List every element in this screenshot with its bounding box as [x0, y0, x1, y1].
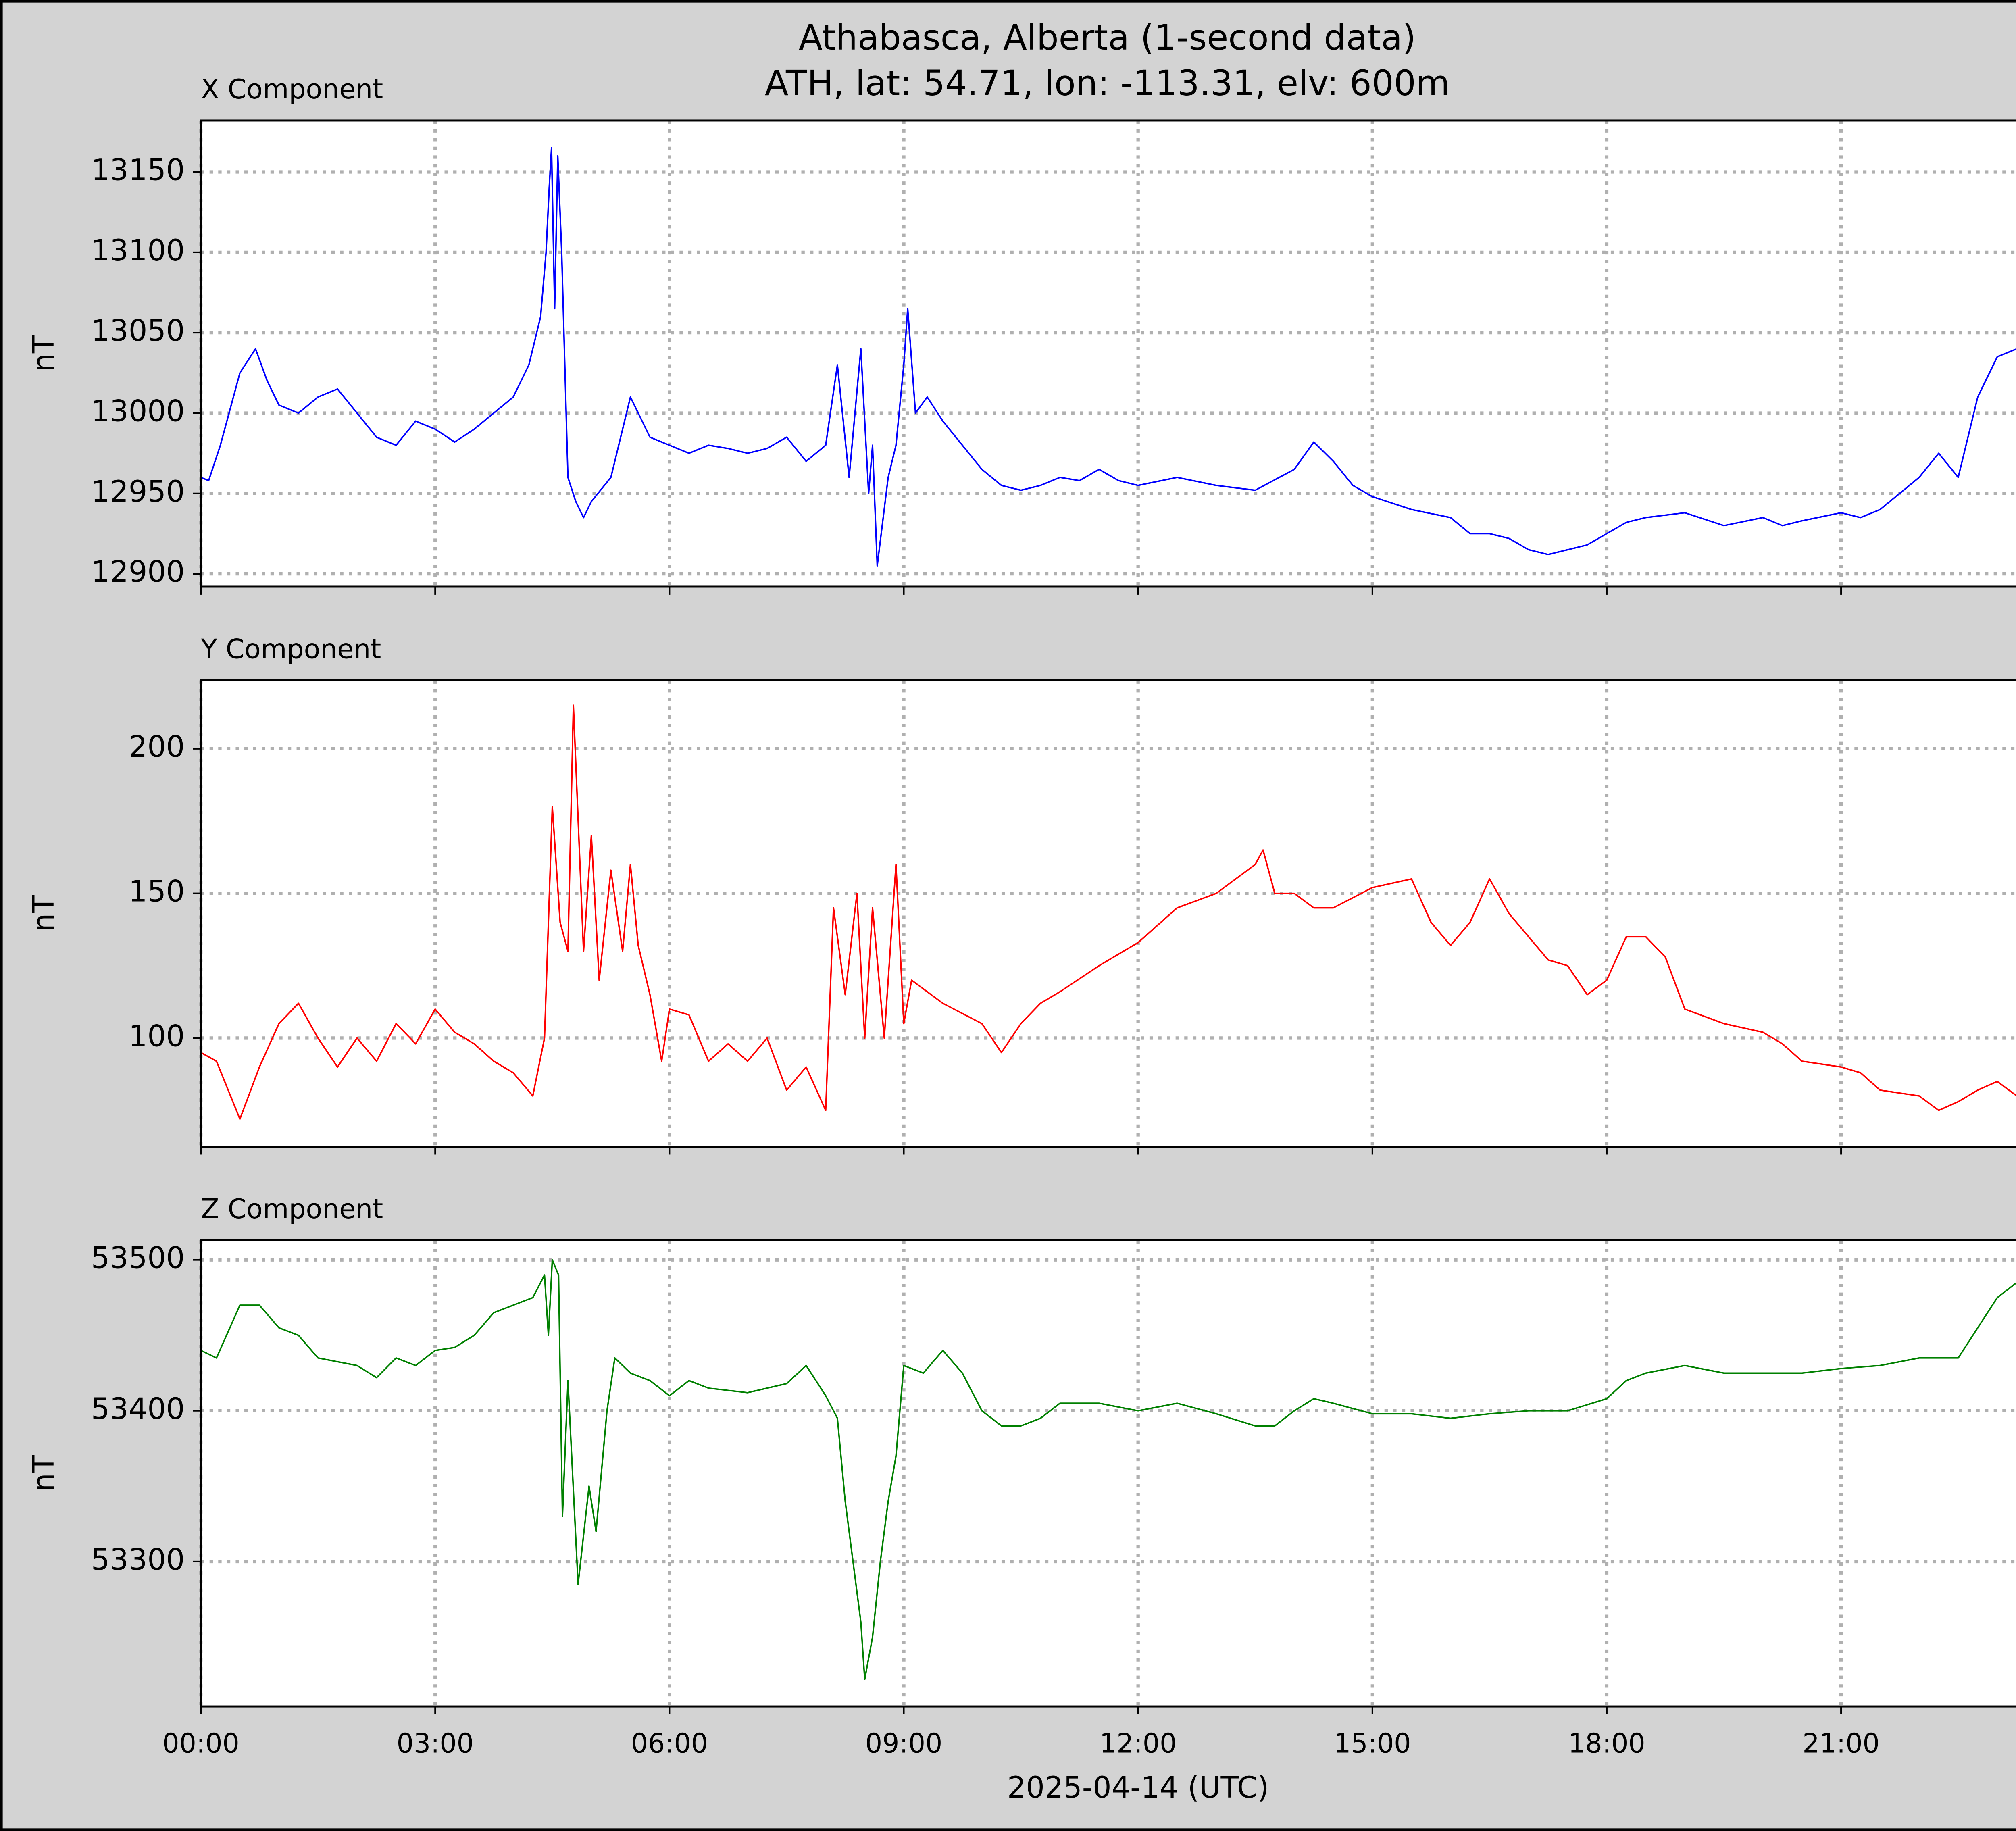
plot-area — [201, 120, 2016, 587]
y-tick-label: 13050 — [91, 314, 185, 348]
data-line — [200, 1259, 2016, 1680]
y-axis-label: nT — [27, 1455, 61, 1491]
plot-area — [201, 680, 2016, 1147]
figure-title: Athabasca, Alberta (1-second data) — [799, 18, 1416, 58]
data-line — [200, 147, 2016, 567]
y-tick-label: 13150 — [91, 153, 185, 187]
plot-frame — [200, 1239, 2016, 1708]
y-tick-label: 53400 — [91, 1392, 185, 1426]
x-tick-label: 00:00 — [162, 1727, 239, 1759]
y-tick-label: 53300 — [91, 1543, 185, 1577]
y-tick-label: 200 — [129, 730, 185, 764]
x-tick-label: 06:00 — [631, 1727, 708, 1759]
x-tick-label: 03:00 — [397, 1727, 474, 1759]
plot-area — [201, 1240, 2016, 1707]
subplot-title: X Component — [201, 73, 383, 105]
plot-frame — [200, 679, 2016, 1148]
y-axis-label: nT — [27, 895, 61, 932]
figure-subtitle: ATH, lat: 54.71, lon: -113.31, elv: 600m — [765, 63, 1450, 104]
subplot-title: Z Component — [201, 1193, 383, 1225]
y-tick-label: 53500 — [91, 1241, 185, 1275]
y-tick-label: 13000 — [91, 394, 185, 428]
subplot-title: Y Component — [200, 633, 381, 664]
y-tick-label: 150 — [129, 875, 185, 909]
y-axis-label: nT — [27, 335, 61, 372]
x-tick-label: 18:00 — [1568, 1727, 1645, 1759]
y-tick-label: 13100 — [91, 233, 185, 268]
plot-frame — [200, 119, 2016, 588]
data-line — [200, 704, 2016, 1120]
x-tick-label: 15:00 — [1334, 1727, 1411, 1759]
x-axis-label: 2025-04-14 (UTC) — [1007, 1771, 1269, 1805]
y-tick-label: 12900 — [91, 555, 185, 589]
x-tick-label: 21:00 — [1802, 1727, 1879, 1759]
x-tick-label: 09:00 — [865, 1727, 942, 1759]
y-tick-label: 100 — [129, 1019, 185, 1053]
y-tick-label: 12950 — [91, 475, 185, 509]
x-tick-label: 12:00 — [1100, 1727, 1177, 1759]
